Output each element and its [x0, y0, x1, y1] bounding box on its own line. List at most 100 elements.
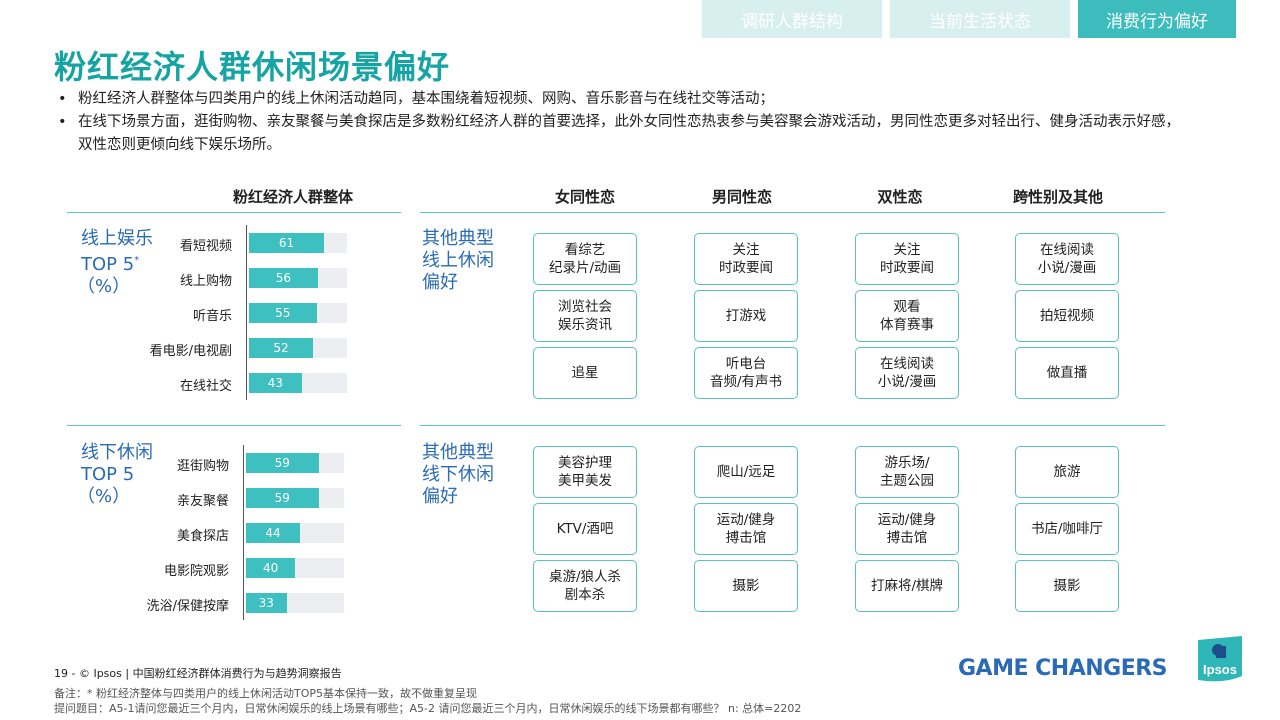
preference-card: 追星 — [533, 347, 637, 399]
bar — [249, 233, 325, 253]
logo-text: Ipsos — [1203, 662, 1237, 677]
preference-card: 观看 体育赛事 — [855, 290, 959, 342]
bar-value: 61 — [278, 236, 295, 250]
tab-label: 当前生活状态 — [929, 11, 1031, 32]
column-header-trans-other: 跨性别及其他 — [1012, 188, 1103, 206]
divider — [420, 212, 1165, 213]
bullet-item: 在线下场景方面，逛街购物、亲友聚餐与美食探店是多数粉红经济人群的首要选择，此外女… — [58, 111, 1188, 157]
offline-top5-label: 线下休闲 TOP 5 （%） — [77, 442, 153, 508]
divider — [420, 425, 1165, 426]
bar — [249, 373, 302, 393]
preference-card: 桌游/狼人杀 剧本杀 — [533, 560, 637, 612]
preference-card: 书店/咖啡厅 — [1015, 503, 1119, 555]
label-line: 其他典型 — [422, 442, 494, 463]
footnotes: 备注：* 粉红经济整体与四类用户的线上休闲活动TOP5基本保持一致，故不做重复呈… — [54, 686, 801, 716]
bar-track: 56 — [249, 268, 347, 288]
brand-slogan: GAME CHANGERS — [958, 656, 1168, 681]
tab-consumer-behavior[interactable]: 消费行为偏好 — [1078, 0, 1236, 38]
bar-track: 40 — [246, 558, 344, 578]
ipsos-logo: Ipsos — [1194, 636, 1246, 684]
offline-other-label: 其他典型 线下休闲 偏好 — [422, 442, 494, 508]
bullet-item: 粉红经济人群整体与四类用户的线上休闲活动趋同，基本围绕着短视频、网购、音乐影音与… — [58, 88, 1188, 111]
preference-card: 游乐场/ 主题公园 — [855, 446, 959, 498]
divider — [67, 425, 401, 426]
column-header-lesbian: 女同性恋 — [554, 188, 615, 206]
preference-card: 在线阅读 小说/漫画 — [1015, 233, 1119, 285]
summary-bullets: 粉红经济人群整体与四类用户的线上休闲活动趋同，基本围绕着短视频、网购、音乐影音与… — [58, 88, 1188, 157]
online-top5-label: 线上娱乐 TOP 5* （%） — [77, 228, 153, 298]
bar-label: 看电影/电视剧 — [149, 344, 232, 359]
preference-card: 摄影 — [1015, 560, 1119, 612]
preference-card: 在线阅读 小说/漫画 — [855, 347, 959, 399]
bar-label: 逛街购物 — [176, 459, 229, 474]
preference-card: 关注 时政要闻 — [694, 233, 798, 285]
column-header-bisexual: 双性恋 — [877, 188, 923, 206]
bar — [246, 558, 296, 578]
online-other-label: 其他典型 线上休闲 偏好 — [422, 228, 494, 294]
label-line: 其他典型 — [422, 228, 494, 249]
bar-value: 55 — [275, 306, 291, 320]
bar-track: 61 — [249, 233, 347, 253]
label-line: 线下休闲 — [422, 464, 494, 485]
bar-label: 亲友聚餐 — [176, 494, 229, 509]
axis-line — [243, 445, 244, 620]
bar — [249, 268, 318, 288]
axis-line — [246, 225, 247, 400]
label-line: TOP 5 — [81, 254, 135, 275]
footnote-mark: * — [134, 255, 140, 266]
preference-card: 运动/健身 搏击馆 — [855, 503, 959, 555]
preference-card: 打麻将/棋牌 — [855, 560, 959, 612]
bar-track: 59 — [246, 453, 344, 473]
bar — [246, 453, 319, 473]
column-header-overall: 粉红经济人群整体 — [232, 188, 353, 206]
bar — [246, 488, 319, 508]
preference-card: 打游戏 — [694, 290, 798, 342]
preference-card: 拍短视频 — [1015, 290, 1119, 342]
bar-value: 52 — [273, 341, 289, 355]
bar — [249, 338, 313, 358]
preference-card: 美容护理 美甲美发 — [533, 446, 637, 498]
preference-card: 听电台 音频/有声书 — [694, 347, 798, 399]
tab-label: 消费行为偏好 — [1106, 11, 1208, 32]
footnote-line: 备注：* 粉红经济整体与四类用户的线上休闲活动TOP5基本保持一致，故不做重复呈… — [54, 687, 478, 700]
preference-card: 摄影 — [694, 560, 798, 612]
bar-value: 40 — [262, 561, 279, 575]
page-title: 粉红经济人群休闲场景偏好 — [54, 48, 451, 86]
tab-life-status[interactable]: 当前生活状态 — [890, 0, 1070, 38]
preference-card: 旅游 — [1015, 446, 1119, 498]
label-line: （%） — [77, 486, 131, 507]
preference-card: 做直播 — [1015, 347, 1119, 399]
bar-track: 43 — [249, 373, 347, 393]
bar-value: 59 — [274, 456, 290, 470]
bar-label: 美食探店 — [176, 529, 229, 544]
preference-card: 看综艺 纪录片/动画 — [533, 233, 637, 285]
column-header-gay: 男同性恋 — [711, 188, 772, 206]
bar-label: 在线社交 — [179, 379, 232, 394]
preference-card: KTV/酒吧 — [533, 503, 637, 555]
bar — [249, 303, 317, 323]
section-tabs: 调研人群结构 当前生活状态 消费行为偏好 — [702, 0, 1236, 38]
bar-value: 43 — [267, 376, 284, 390]
bar — [246, 593, 287, 613]
tab-survey-structure[interactable]: 调研人群结构 — [702, 0, 882, 38]
bar-track: 52 — [249, 338, 347, 358]
bar-value: 56 — [275, 271, 292, 285]
label-line: 偏好 — [422, 486, 458, 507]
bar-track: 59 — [246, 488, 344, 508]
label-line: TOP 5 — [81, 464, 135, 485]
tab-label: 调研人群结构 — [741, 11, 843, 32]
page-footer: 19 - © Ipsos | 中国粉红经济群体消费行为与趋势洞察报告 — [54, 667, 342, 680]
label-line: （%） — [77, 276, 131, 297]
bar-value: 33 — [258, 596, 274, 610]
label-line: 线下休闲 — [81, 442, 153, 463]
bar-track: 44 — [246, 523, 344, 543]
label-line: 线上娱乐 — [81, 228, 153, 249]
footnote-line: 提问题目：A5-1请问您最近三个月内，日常休闲娱乐的线上场景有哪些；A5-2 请… — [54, 702, 802, 715]
bar-label: 看短视频 — [179, 239, 232, 254]
bar-label: 线上购物 — [179, 274, 232, 289]
preference-card: 浏览社会 娱乐资讯 — [533, 290, 637, 342]
bar-track: 33 — [246, 593, 344, 613]
bar-value: 44 — [265, 526, 281, 540]
preference-card: 关注 时政要闻 — [855, 233, 959, 285]
bar — [246, 523, 301, 543]
